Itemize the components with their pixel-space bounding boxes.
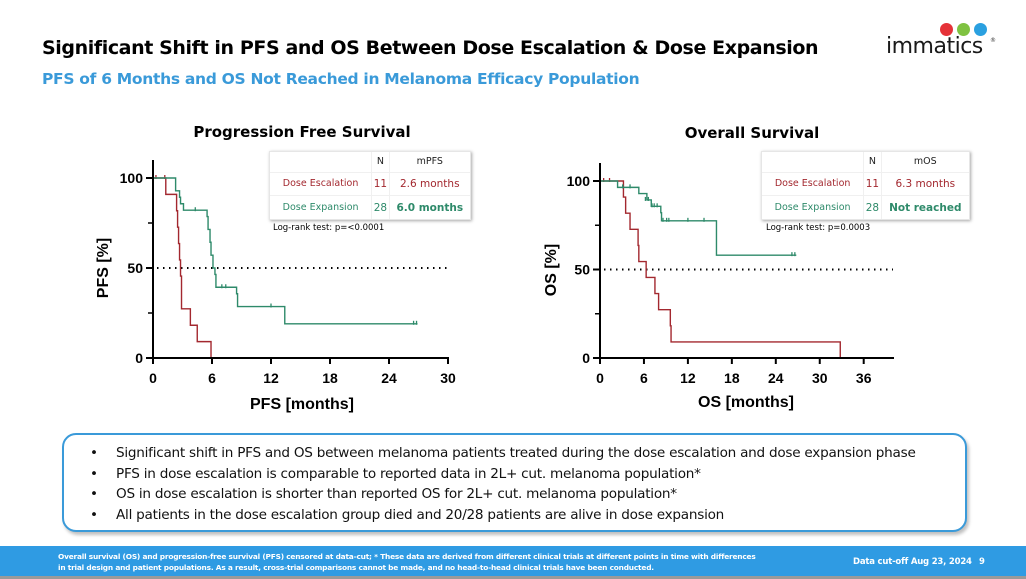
os-x-tick-label: 0 [596,370,604,386]
os-x-tick-label: 18 [724,370,740,386]
legend-series-name: Dose Escalation [270,171,372,196]
legend-median: 2.6 months [388,171,470,196]
os-y-axis-label: OS [%] [543,244,560,296]
footer-note-line: Overall survival (OS) and progression-fr… [58,552,756,561]
finding-item: • Significant shift in PFS and OS between… [88,443,965,464]
legend-header-blank [270,152,372,172]
pfs-x-tick-label: 12 [263,370,279,386]
finding-text: All patients in the dose escalation grou… [116,506,725,523]
pfs-x-tick-label: 0 [149,370,157,386]
pfs-x-tick-label: 30 [440,370,456,386]
pfs-curve-escalation [153,177,212,358]
logo-wordmark: immatics [886,34,983,59]
pfs-y-tick-label: 50 [127,260,143,276]
os-logrank-text: Log-rank test: p=0.0003 [766,223,871,233]
pfs-x-tick-label: 18 [322,370,338,386]
pfs-y-tick-label: 0 [135,350,143,366]
legend-row-expansion: Dose Expansion 28 Not reached [762,195,969,219]
legend-series-name: Dose Expansion [270,195,372,219]
os-x-tick-label: 30 [812,370,828,386]
footer-bar: Overall survival (OS) and progression-fr… [0,546,1026,579]
pfs-chart: Progression Free Survival PFS [months] P… [95,123,456,413]
pfs-chart-title: Progression Free Survival [193,123,410,141]
logo-dot-red-icon [940,23,953,36]
os-chart-title: Overall Survival [685,124,820,142]
pfs-x-axis-label: PFS [months] [250,396,354,413]
os-x-axis-label: OS [months] [698,394,794,411]
page-number: 9 [979,557,985,567]
legend-header-median: mPFS [388,152,470,173]
pfs-y-axis-label: PFS [%] [95,238,112,298]
legend-row-expansion: Dose Expansion 28 6.0 months [270,195,470,219]
os-curve-expansion [600,180,797,256]
pfs-y-tick-label: 100 [120,170,144,186]
bullet-icon: • [90,465,98,482]
legend-median: 6.3 months [880,171,969,196]
registered-mark: ® [990,37,996,44]
bullet-icon: • [90,486,98,502]
finding-item: • OS in dose escalation is shorter than r… [88,484,965,505]
finding-text: Significant shift in PFS and OS between … [116,445,916,461]
legend-header-blank [762,152,864,172]
finding-text: OS in dose escalation is shorter than re… [116,486,677,502]
bullet-icon: • [90,506,98,523]
pfs-legend-table: N mPFS Dose Escalation 11 2.6 months Dos… [269,151,471,220]
logo-dot-blue-icon [974,23,987,36]
legend-series-name: Dose Expansion [762,195,864,219]
os-chart: Overall Survival OS [months] OS [%] 0 6 12… [543,124,894,411]
os-curve-escalation [600,180,841,358]
slide-subtitle: PFS of 6 Months and OS Not Reached in Me… [42,70,640,88]
key-findings-list: • Significant shift in PFS and OS between… [88,443,965,525]
finding-item: • All patients in the dose escalation gro… [88,505,965,526]
legend-header-n: N [371,152,390,173]
legend-series-name: Dose Escalation [762,171,864,196]
os-y-tick-label: 0 [582,350,590,366]
footer-note-line: in trial design and patient populations.… [58,562,654,572]
os-y-tick-label: 100 [567,173,591,189]
os-x-tick-label: 12 [680,370,696,386]
logo-dots-icon [940,20,992,36]
legend-header-n: N [863,152,882,173]
logo-dot-green-icon [957,23,970,36]
legend-n: 11 [863,171,882,196]
pfs-x-tick-label: 24 [381,370,397,386]
pfs-x-tick-label: 6 [208,370,216,386]
legend-header-median: mOS [880,152,969,173]
legend-n: 28 [371,195,390,219]
os-x-tick-label: 6 [640,370,648,386]
legend-row-escalation: Dose Escalation 11 2.6 months [270,171,470,196]
os-y-tick-label: 50 [574,262,590,278]
slide-title: Significant Shift in PFS and OS Between … [42,37,819,59]
legend-median: 6.0 months [388,195,470,219]
pfs-logrank-text: Log-rank test: p=<0.0001 [273,223,385,233]
legend-n: 28 [863,195,882,219]
os-legend-table: N mOS Dose Escalation 11 6.3 months Dose… [761,151,970,220]
data-cutoff-date: Data cut-off Aug 23, 2024 [853,557,972,567]
os-x-tick-label: 24 [768,370,784,386]
legend-median: Not reached [880,195,969,219]
bullet-icon: • [90,445,98,461]
pfs-curve-expansion [153,177,418,325]
finding-text: PFS in dose escalation is comparable to … [116,465,701,482]
finding-item: • PFS in dose escalation is comparable to… [88,464,965,485]
legend-n: 11 [371,171,390,196]
immatics-logo: immatics ® [884,20,999,65]
key-findings-box: • Significant shift in PFS and OS between… [62,433,967,532]
footer-note: Overall survival (OS) and progression-fr… [58,552,758,573]
os-x-tick-label: 36 [856,370,872,386]
legend-row-escalation: Dose Escalation 11 6.3 months [762,171,969,196]
